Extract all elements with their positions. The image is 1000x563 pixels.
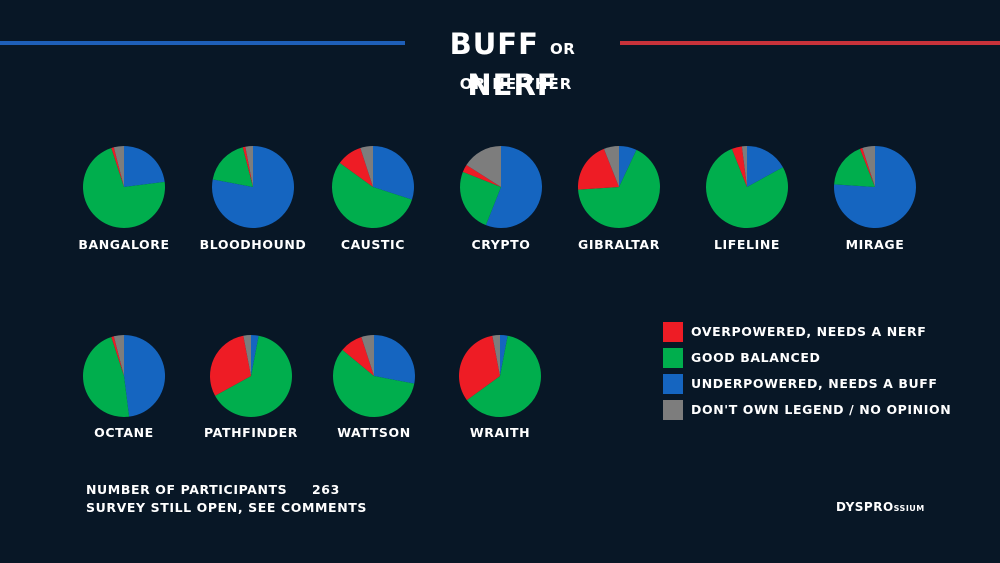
pie-label-pathfinder: PATHFINDER: [204, 425, 298, 440]
legend-swatch-overpowered: [663, 322, 683, 342]
page-subtitle: OR NEITHER: [459, 75, 573, 93]
pie-slice-lifeline-balanced: [706, 148, 789, 229]
pie-slice-crypto-balanced: [460, 171, 501, 226]
pie-slice-octane-no-opinion: [113, 335, 124, 376]
pie-slice-gibraltar-overpowered: [577, 148, 619, 190]
pie-slice-bloodhound-balanced: [212, 147, 253, 187]
pie-label-caustic: CAUSTIC: [340, 237, 406, 252]
pie-slice-bloodhound-underpowered: [212, 146, 295, 228]
pie-label-wraith: WRAITH: [469, 425, 531, 440]
pie-slice-wraith-balanced: [466, 335, 542, 418]
legend-swatch-no-opinion: [663, 400, 683, 420]
brand-signature: DYSPROSSIUM: [836, 500, 925, 514]
pie-slice-octane-underpowered: [124, 335, 166, 417]
pie-slice-caustic-overpowered: [339, 148, 373, 187]
brand-small: SSIUM: [893, 504, 925, 513]
pie-slice-bloodhound-no-opinion: [245, 146, 253, 187]
pie-slice-bloodhound-overpowered: [242, 146, 253, 187]
pie-slice-octane-overpowered: [111, 336, 124, 376]
pie-label-crypto: CRYPTO: [471, 237, 531, 252]
pie-label-octane: OCTANE: [94, 425, 154, 440]
left-blue-rule: [0, 41, 405, 45]
pie-slice-crypto-overpowered: [462, 165, 501, 187]
pie-slice-mirage-overpowered: [859, 148, 875, 187]
pie-slice-lifeline-no-opinion: [741, 146, 747, 187]
legend-swatch-balanced: [663, 348, 683, 368]
pie-label-gibraltar: GIBRALTAR: [578, 237, 660, 252]
pie-slice-lifeline-underpowered: [747, 146, 783, 187]
brand-main: DYSPRO: [836, 500, 894, 514]
pie-slice-wraith-no-opinion: [492, 335, 500, 376]
title-nerf: NERF: [467, 68, 558, 102]
participants-label: NUMBER OF PARTICIPANTS: [86, 482, 288, 497]
pie-slice-wraith-underpowered: [500, 335, 508, 376]
pie-slice-pathfinder-underpowered: [251, 335, 259, 376]
pie-slice-mirage-underpowered: [833, 146, 916, 228]
legend-label-no-opinion: DON'T OWN LEGEND / NO OPINION: [691, 402, 952, 417]
pie-slice-gibraltar-balanced: [578, 149, 660, 228]
pie-slice-bangalore-overpowered: [111, 147, 124, 187]
pie-slice-caustic-underpowered: [373, 146, 414, 200]
legend-swatch-underpowered: [663, 374, 683, 394]
pie-slice-octane-balanced: [82, 337, 130, 418]
participants-value: 263: [312, 482, 340, 497]
pie-slice-wattson-underpowered: [374, 335, 415, 384]
title-buff: BUFF: [449, 27, 539, 61]
pie-label-bloodhound: BLOODHOUND: [199, 237, 307, 252]
pie-slice-pathfinder-balanced: [215, 335, 293, 418]
legend-label-underpowered: UNDERPOWERED, NEEDS A BUFF: [691, 376, 938, 391]
legend-label-balanced: GOOD BALANCED: [691, 350, 821, 365]
pie-slice-bangalore-underpowered: [124, 146, 165, 187]
pie-slice-mirage-balanced: [834, 148, 875, 187]
pie-slice-crypto-underpowered: [485, 146, 543, 228]
pie-slice-wattson-balanced: [332, 349, 415, 418]
pie-slice-bangalore-no-opinion: [113, 146, 124, 187]
pie-slice-wraith-overpowered: [459, 335, 500, 401]
pie-slice-crypto-no-opinion: [466, 146, 501, 187]
pie-slice-gibraltar-underpowered: [619, 146, 637, 187]
legend-label-overpowered: OVERPOWERED, NEEDS A NERF: [691, 324, 927, 339]
pie-label-bangalore: BANGALORE: [78, 237, 170, 252]
title-or: OR: [550, 40, 576, 58]
pie-slice-mirage-no-opinion: [862, 146, 875, 187]
page-title: BUFF OR NERF: [405, 26, 620, 103]
pie-label-lifeline: LIFELINE: [713, 237, 781, 252]
pie-slice-wattson-overpowered: [342, 337, 374, 376]
pie-slice-pathfinder-no-opinion: [243, 335, 251, 376]
pie-slice-bangalore-balanced: [83, 148, 166, 229]
pie-label-mirage: MIRAGE: [845, 237, 905, 252]
survey-note: SURVEY STILL OPEN, SEE COMMENTS: [86, 500, 367, 515]
pie-slice-gibraltar-no-opinion: [603, 146, 619, 187]
pie-slice-caustic-no-opinion: [360, 146, 373, 187]
pie-slice-pathfinder-overpowered: [210, 335, 251, 396]
right-red-rule: [620, 41, 1000, 45]
pie-slice-lifeline-overpowered: [731, 146, 747, 187]
pie-label-wattson: WATTSON: [337, 425, 411, 440]
pie-slice-wattson-no-opinion: [361, 335, 374, 376]
pie-slice-caustic-balanced: [331, 162, 412, 229]
